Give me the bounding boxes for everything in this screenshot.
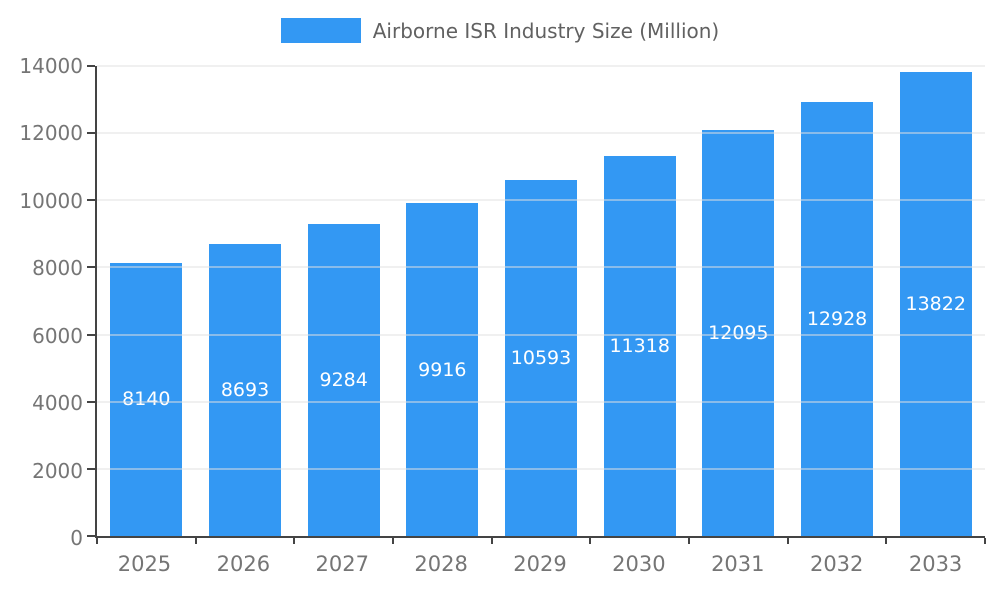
bar-slot: 13822 [886,66,985,536]
bar-2029[interactable]: 10593 [505,180,578,536]
x-axis-category-label: 2028 [414,552,468,576]
gridline [97,132,985,134]
x-axis-tick [589,538,592,544]
gridline [97,401,985,403]
gridline [97,266,985,268]
y-axis-tick-label: 10000 [19,188,83,213]
y-axis-tick [87,132,95,135]
bar-2030[interactable]: 11318 [603,156,676,536]
bar-2028[interactable]: 9916 [406,203,479,536]
x-axis-category-label: 2030 [612,552,666,576]
x-axis-tick [194,538,197,544]
bar-2032[interactable]: 12928 [801,102,874,536]
x-axis-category-label: 2026 [216,552,271,576]
gridline [97,65,985,67]
x-axis-tick [786,538,789,544]
bar-slot: 12095 [689,66,788,536]
bar-value-label: 12095 [708,321,769,344]
x-axis: 2025 2026 2027 2028 2029 2030 2031 2032 2033 [95,552,985,576]
x-axis-category-label: 2025 [117,552,172,576]
bar-2025[interactable]: 8140 [110,262,183,536]
y-axis-tick-label: 6000 [32,323,83,348]
y-axis-tick-label: 0 [70,526,83,550]
legend-swatch[interactable] [280,18,361,43]
bar-2031[interactable]: 12095 [702,129,775,536]
bar-value-label: 8140 [122,388,171,411]
x-axis-category-label: 2027 [315,552,369,576]
bar-slot: 9284 [294,66,393,536]
y-axis-tick [87,333,95,336]
y-axis-tick-label: 4000 [32,391,83,416]
x-axis-tick [687,538,690,544]
bar-value-label: 13822 [905,292,966,315]
legend-label[interactable]: Airborne ISR Industry Size (Million) [372,18,720,43]
bar-value-label: 9284 [319,369,368,392]
x-axis-tick [490,538,493,544]
y-axis-tick-label: 14000 [19,54,83,78]
plot-area: 8140 8693 9284 9916 10593 11318 12095 12928 1382… [87,65,986,544]
x-axis-tick [391,538,394,544]
x-axis-tick [885,538,888,544]
bar-slot: 8693 [196,66,295,536]
y-axis-tick [87,266,95,269]
bars-container: 8140 8693 9284 9916 10593 11318 12095 12928 1382… [97,66,985,536]
bar-value-label: 11318 [609,335,670,358]
x-axis-category-label: 2032 [809,552,864,576]
bar-slot: 10593 [492,66,591,536]
bar-slot: 9916 [393,66,492,536]
y-axis-tick-label: 2000 [32,458,83,483]
y-axis-tick [87,199,95,202]
x-axis-category-label: 2029 [513,552,567,576]
y-axis-tick-label: 12000 [19,121,83,146]
x-axis-tick [293,538,296,544]
bar-value-label: 9916 [418,358,467,381]
bar-slot: 11318 [590,66,689,536]
x-axis-tick [96,538,98,544]
bar-slot: 12928 [788,66,887,536]
y-axis-tick [87,467,95,470]
y-axis-tick [87,65,95,67]
chart-legend[interactable]: Airborne ISR Industry Size (Million) [0,18,1000,43]
gridline [97,468,985,470]
bar-value-label: 10593 [510,347,572,370]
bar-2026[interactable]: 8693 [209,244,282,536]
bar-2027[interactable]: 9284 [307,224,380,536]
bar-value-label: 12928 [806,308,868,330]
y-axis-tick [87,400,95,403]
bar-2033[interactable]: 13822 [899,71,972,536]
gridline [97,199,985,201]
y-axis-tick-label: 8000 [32,256,83,281]
bar-slot: 8140 [97,66,196,536]
x-axis-tick [984,538,986,544]
gridline [97,334,985,336]
y-axis-tick [87,535,95,537]
x-axis-category-label: 2033 [908,552,963,576]
bar-value-label: 8693 [220,379,270,402]
y-axis: 0 2000 4000 6000 8000 10000 12000 14000 [0,56,83,548]
x-axis-category-label: 2031 [711,552,765,576]
